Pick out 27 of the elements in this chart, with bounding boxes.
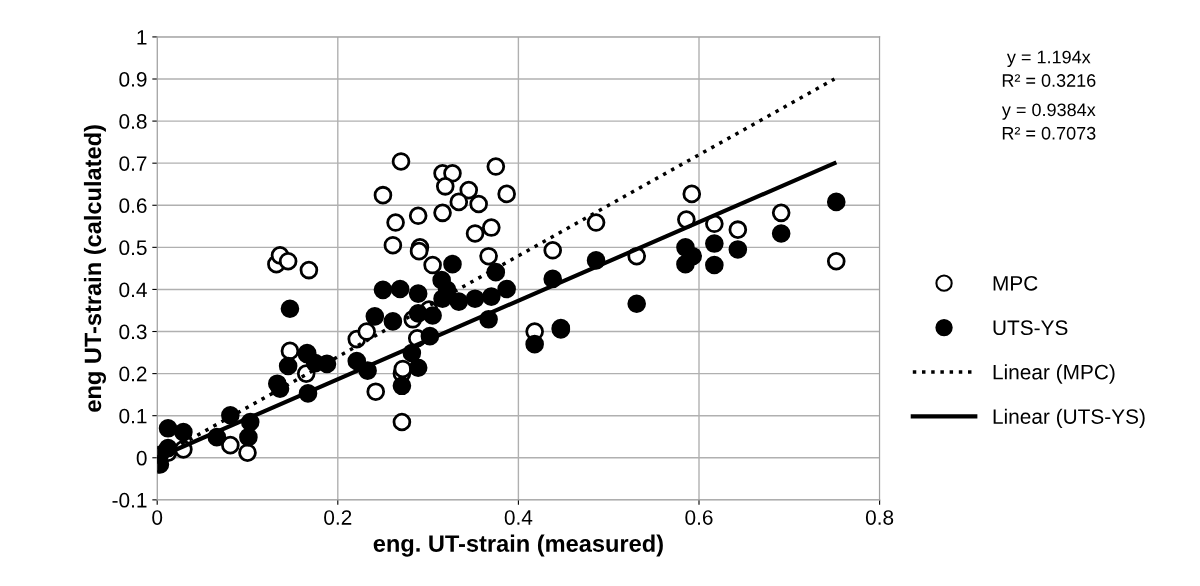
x-tick-label: 0.4 bbox=[504, 510, 533, 525]
x-tick-label: 0.8 bbox=[865, 510, 894, 525]
text: y = 1.194x bbox=[1006, 50, 1091, 68]
y-tick-label: 0.7 bbox=[119, 156, 147, 171]
y-tick-label: 1 bbox=[137, 30, 147, 45]
text: R² = 0.3216 bbox=[1002, 74, 1096, 87]
y-tick-label: -0.1 bbox=[112, 492, 147, 508]
legend-label: Linear (UTS-YS) bbox=[993, 408, 1145, 429]
x-tick-label: 0.2 bbox=[324, 510, 352, 525]
y-tick-label: 0.4 bbox=[119, 282, 147, 298]
x-tick-label: 0 bbox=[152, 510, 163, 525]
x-tick-label: 0.6 bbox=[685, 510, 713, 525]
x-axis-title: eng. UT-strain (measured) bbox=[373, 534, 663, 557]
y-axis-title: eng UT-strain (calculated) bbox=[83, 125, 107, 412]
y-tick-label: 0.8 bbox=[119, 114, 147, 129]
legend-label: UTS-YS bbox=[993, 320, 1068, 336]
y-tick-label: 0.2 bbox=[119, 366, 147, 382]
text: y = 0.9384x bbox=[1001, 103, 1096, 120]
y-tick-label: 0.3 bbox=[119, 324, 147, 340]
legend-label: Linear (MPC) bbox=[993, 364, 1115, 384]
y-tick-label: 0.5 bbox=[119, 240, 147, 256]
y-tick-label: 0 bbox=[136, 450, 147, 466]
y-tick-label: 0.1 bbox=[119, 408, 147, 424]
text: R² = 0.7073 bbox=[1002, 126, 1096, 140]
y-tick-label: 0.6 bbox=[119, 198, 147, 214]
y-tick-label: 0.9 bbox=[119, 72, 147, 87]
legend-label: MPC bbox=[993, 275, 1038, 291]
